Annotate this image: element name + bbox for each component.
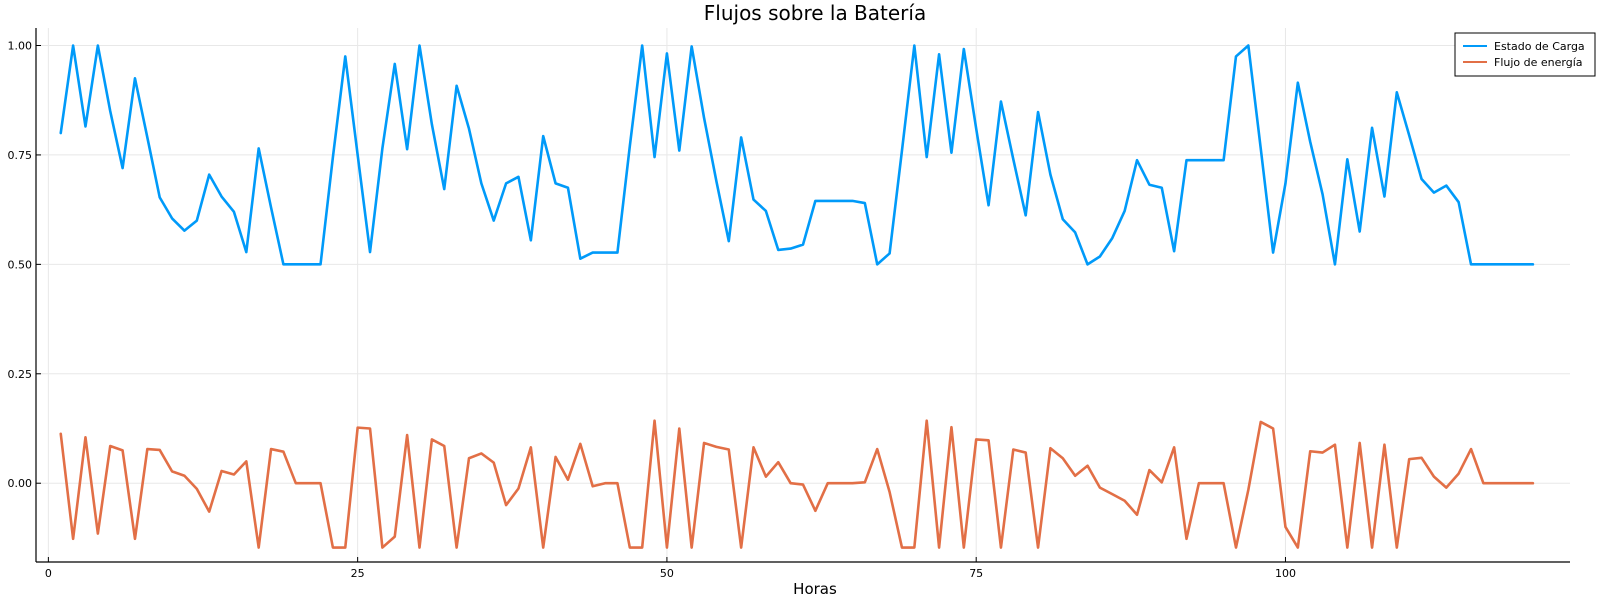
- x-tick-label: 50: [660, 567, 674, 580]
- x-tick-label: 75: [969, 567, 983, 580]
- legend: Estado de Carga Flujo de energía: [1454, 32, 1596, 77]
- y-tick-label: 0.50: [8, 258, 33, 271]
- y-tick-label: 0.25: [8, 368, 33, 381]
- legend-box: [1454, 32, 1596, 77]
- legend-label-estado-de-carga: Estado de Carga: [1494, 40, 1585, 53]
- x-axis-title: Horas: [793, 580, 837, 598]
- y-tick-label: 0.75: [8, 149, 33, 162]
- series-lines: [59, 44, 1535, 549]
- series-line-flujo-de-energia: [59, 419, 1535, 549]
- series-line-estado-de-carga: [59, 44, 1535, 266]
- y-axis-ticks: 0.00 0.25 0.50 0.75 1.00: [8, 40, 41, 490]
- x-tick-label: 0: [45, 567, 52, 580]
- axes: [35, 28, 1570, 563]
- x-tick-label: 100: [1275, 567, 1296, 580]
- x-axis-ticks: 0 25 50 75 100: [45, 557, 1296, 580]
- y-tick-label: 0.00: [8, 477, 33, 490]
- x-tick-label: 25: [351, 567, 365, 580]
- legend-label-flujo-de-energia: Flujo de energía: [1494, 56, 1583, 69]
- y-tick-label: 1.00: [8, 40, 33, 53]
- chart-title: Flujos sobre la Batería: [704, 1, 926, 25]
